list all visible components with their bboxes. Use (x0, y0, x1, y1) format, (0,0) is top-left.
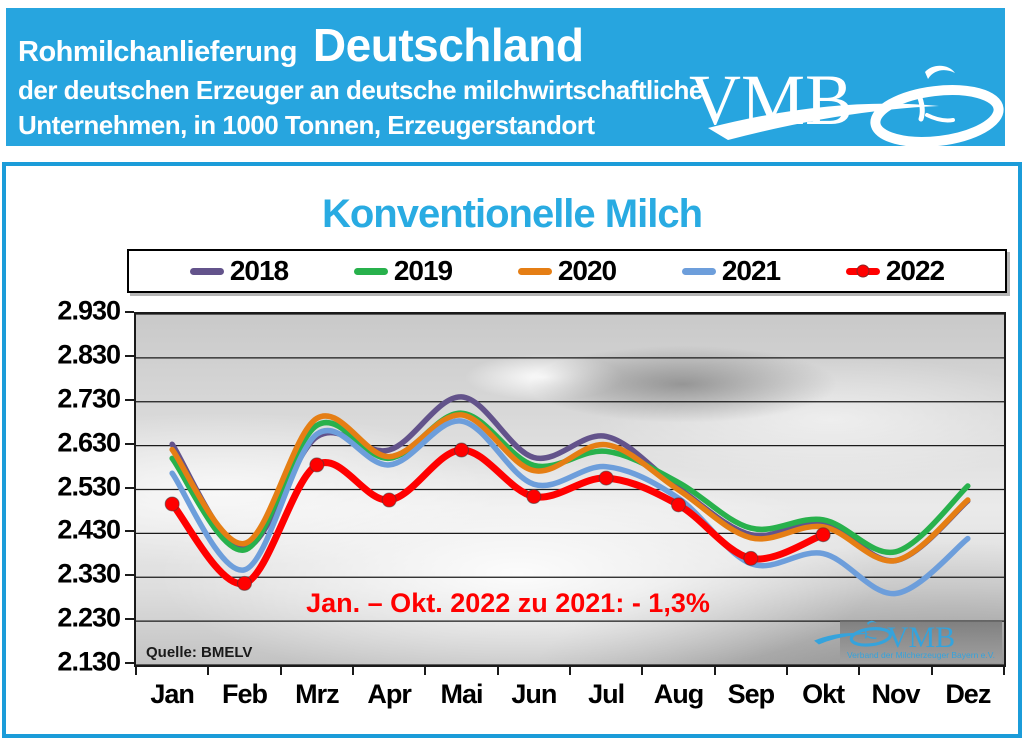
x-axis-label-Aug: Aug (653, 679, 704, 709)
y-axis-label: 2.430 (57, 514, 121, 545)
legend-label: 2020 (557, 255, 617, 286)
x-axis-label-Dez: Dez (945, 679, 991, 709)
y-axis-label: 2.230 (57, 602, 121, 633)
legend-marker-icon (845, 264, 880, 278)
y-axis-label: 2.530 (57, 470, 121, 501)
legend-item-2019: 2019 (353, 255, 453, 287)
legend-marker-icon (189, 267, 224, 275)
y-axis-tick (125, 398, 134, 401)
data-point-2022 (237, 575, 252, 591)
x-axis-label-Nov: Nov (871, 679, 920, 709)
y-axis-tick (125, 311, 134, 313)
data-point-2022 (743, 550, 759, 566)
data-point-2022 (164, 496, 180, 512)
x-axis-label-Apr: Apr (367, 679, 412, 709)
y-axis-tick (125, 442, 134, 445)
x-axis-tick (424, 667, 427, 675)
watermark-swoosh-icon (814, 620, 892, 647)
data-point-2022 (454, 442, 469, 458)
y-axis-tick (125, 486, 134, 489)
header-title-small: Rohmilchanlieferung (18, 36, 297, 68)
x-axis-label-Okt: Okt (802, 679, 845, 709)
series-line-2019 (169, 410, 971, 556)
legend-marker-icon (353, 267, 388, 275)
x-axis-label-Mai: Mai (440, 679, 483, 709)
header-subtitle-line2: Unternehmen, in 1000 Tonnen, Erzeugersta… (18, 109, 595, 140)
header-banner: Rohmilchanlieferung Deutschland der deut… (6, 8, 1005, 148)
y-axis-label: 2.630 (57, 426, 121, 457)
annotation-text: Jan. – Okt. 2022 zu 2021: - 1,3% (306, 588, 710, 618)
y-axis-label: 2.130 (57, 646, 121, 677)
x-axis-tick (1003, 667, 1005, 675)
x-axis-tick (569, 667, 571, 675)
x-axis-tick (786, 667, 788, 675)
x-axis-label-Mrz: Mrz (295, 679, 340, 709)
chart-legend: 2018 2019 2020 2021 2022 (127, 249, 1007, 293)
y-axis-label: 2.730 (57, 383, 121, 414)
x-axis-tick (641, 667, 644, 675)
x-axis-tick (207, 667, 210, 675)
vmb-swoosh-icon (708, 65, 1004, 147)
x-axis-label-Sep: Sep (727, 679, 776, 709)
x-axis-tick (713, 667, 716, 675)
x-axis-tick (352, 667, 354, 675)
line-chart (136, 314, 1004, 665)
watermark: VMB Verband der Milcherzeuger Bayern e.V… (814, 620, 1002, 663)
y-axis-label: 2.930 (57, 295, 121, 326)
x-axis-label-Feb: Feb (221, 679, 268, 709)
source-label: Quelle: BMELV (146, 644, 253, 661)
x-axis-tick (930, 667, 933, 675)
legend-item-2018: 2018 (189, 255, 289, 287)
x-axis-label-Jun: Jun (511, 679, 557, 709)
chart-title: Konventionelle Milch (321, 192, 703, 236)
x-axis-tick (858, 667, 861, 675)
data-point-2022 (671, 497, 686, 513)
legend-item-2021: 2021 (681, 255, 781, 287)
x-axis-label-Jan: Jan (150, 679, 195, 709)
data-point-2022 (526, 489, 542, 505)
y-axis-tick (125, 574, 134, 577)
y-axis-tick (125, 530, 134, 533)
watermark-vmb-text: VMB (886, 620, 956, 654)
vmb-logo: VMB (689, 64, 1004, 148)
y-axis-tick (125, 662, 134, 664)
legend-label: 2021 (721, 255, 781, 286)
series-line-2021 (169, 418, 971, 597)
data-point-2022 (309, 457, 325, 473)
series-line-2020 (169, 412, 971, 564)
x-axis-tick (279, 667, 282, 675)
chart-card: Konventionelle Milch 2018 2019 2020 2021 202… (2, 162, 1022, 738)
header-subtitle-line1: der deutschen Erzeuger an deutsche milch… (18, 75, 703, 105)
y-axis-tick (125, 354, 134, 357)
x-axis-label-Jul: Jul (588, 679, 625, 709)
plot-area: Jan. – Okt. 2022 zu 2021: - 1,3% Quelle:… (134, 312, 1006, 667)
watermark-subtext: Verband der Milcherzeuger Bayern e.V. (846, 650, 996, 660)
legend-marker-dot-icon (856, 264, 870, 278)
legend-label: 2019 (393, 255, 453, 286)
legend-label: 2018 (229, 255, 289, 286)
legend-item-2022: 2022 (845, 255, 945, 287)
header-text-block: Rohmilchanlieferung Deutschland der deut… (18, 18, 703, 141)
x-axis-tick (135, 667, 137, 675)
legend-marker-icon (517, 267, 552, 275)
legend-marker-icon (681, 267, 716, 275)
header-title-large: Deutschland (312, 19, 584, 71)
data-point-2022 (815, 527, 831, 543)
legend-label: 2022 (885, 255, 945, 286)
data-point-2022 (381, 492, 397, 508)
x-axis-tick (496, 667, 499, 675)
y-axis-label: 2.830 (57, 339, 121, 370)
y-axis-label: 2.330 (57, 558, 121, 589)
legend-item-2020: 2020 (517, 255, 617, 287)
y-axis-tick (125, 618, 134, 621)
data-point-2022 (598, 470, 614, 486)
